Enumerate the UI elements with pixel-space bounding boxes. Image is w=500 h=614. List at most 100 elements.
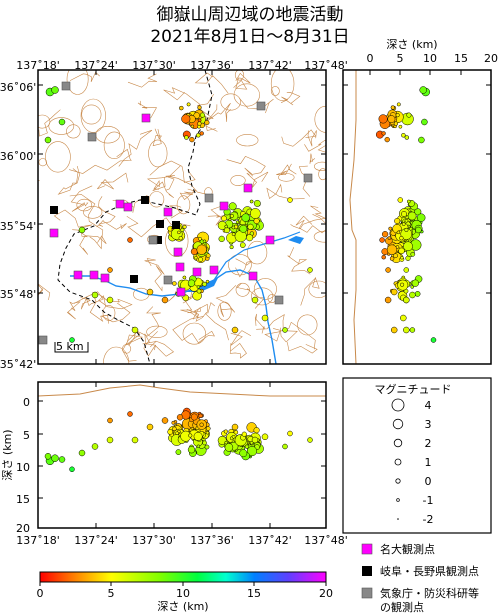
legend-swatch-jma-nied [361,587,373,599]
station-nagoya-univ [100,273,110,283]
lon-tick-label: 137˚42' [248,59,292,72]
station-legend: 名大観測点 岐阜・長野県観測点 気象庁・防災科研等 の観測点 [361,542,479,614]
hypocenter [197,124,201,129]
colorbar-tick-label: 15 [247,587,261,600]
hypocenter [180,227,185,232]
contour-line [168,289,193,302]
contour-line [69,194,104,250]
hypocenter [386,244,398,255]
hypocenter [218,235,225,243]
contour-loop [122,344,132,354]
colorbar-tick-label: 10 [176,587,190,600]
magnitude-legend-title: マグニチュード [375,382,452,396]
contour-line [38,180,40,182]
hypocenter [403,241,413,252]
hypocenter [175,449,182,455]
hypocenter [184,135,189,140]
contour-line [57,166,80,195]
hypocenter [175,431,179,435]
hypocenter [399,236,404,241]
hypocenter [401,133,406,138]
hypocenter [91,291,99,299]
depth-longitude-panel: 0 5 10 15 20 深さ (km) 137˚18' 137˚24' 137… [1,381,348,547]
hypocenter [196,288,202,294]
mag-symbol-3 [392,418,404,430]
contour-line [194,72,229,94]
contour-loop [45,141,71,173]
hypocenter [223,429,228,434]
xs-depth-axis-label: 深さ (km) [1,429,14,480]
hypocenter [287,197,293,203]
station-jma-nied [148,235,158,245]
hypocenter [231,232,236,236]
contour-line [300,277,320,306]
xs-lon-tick-label: 137˚18' [16,534,60,547]
figure-title: 御嶽山周辺域の地震活動 2021年8月1日～8月31日 [0,0,500,56]
hypocenter [228,202,237,211]
depth-tick-label: 20 [484,52,498,65]
station-nagoya-univ [73,270,83,280]
hypocenter [239,224,248,233]
contour-loop [314,161,326,171]
topography-profile-vertical [349,70,357,365]
hypocenter [381,254,386,260]
hypocenter [246,446,258,457]
hypocenter [384,136,390,143]
map-lon-labels: 137˚18' 137˚24' 137˚30' 137˚36' 137˚42' … [16,59,348,72]
hypocenter [197,105,202,110]
hypocenter [253,199,261,207]
hypocenter [249,199,254,204]
contour-loop [66,70,89,95]
hypocenter [91,443,99,450]
mag-symbol-4 [391,398,405,412]
contour-loop [83,206,103,219]
xs-depth-tick-label: 0 [23,396,30,409]
contour-loop [236,134,259,147]
contour-line [38,283,51,301]
contour-line [307,130,317,147]
station-nagoya-univ [209,265,219,275]
contour-loop [235,282,250,297]
station-nagoya-univ [176,287,186,297]
contour-loop [278,173,295,182]
contour-line [226,156,266,177]
hypocenter [202,239,207,244]
contour-loop [48,117,75,135]
hypocenter [253,217,260,225]
hypocenter [395,113,400,118]
hypocenter [205,426,211,431]
hypocenter [229,245,234,250]
contour-loop [66,124,81,139]
contour-loop [234,70,245,81]
hypocenter [190,248,198,256]
hypocenter [196,285,201,289]
contour-line [53,209,93,238]
contour-line [79,235,107,255]
hypocenter [384,296,392,304]
hypocenter [189,136,195,143]
contour-loop [308,280,326,298]
river-tributary [213,231,301,281]
contour-line [239,98,274,114]
contour-loop [270,70,295,101]
hypocenter [387,236,392,240]
hypocenter [381,231,389,238]
lat-tick-label: 36˚06' [0,81,36,94]
hypocenter [415,226,422,234]
hypocenter [307,437,313,443]
hypocenter [393,253,398,259]
contour-line [215,285,237,317]
hypocenter [389,256,395,261]
hypocenter [198,413,203,419]
scale-bar: 5 km [54,340,89,353]
hypocenter [182,275,187,280]
mag-level-label: -2 [423,513,434,526]
hypocenter [403,267,410,273]
contour-line [169,205,183,219]
hypocenter [261,433,269,441]
legend-swatch-nagoya-univ [361,543,373,555]
hypocenter [414,208,422,216]
depth-axis-title: 深さ (km) [386,38,437,51]
mag-level-label: 0 [425,475,432,488]
